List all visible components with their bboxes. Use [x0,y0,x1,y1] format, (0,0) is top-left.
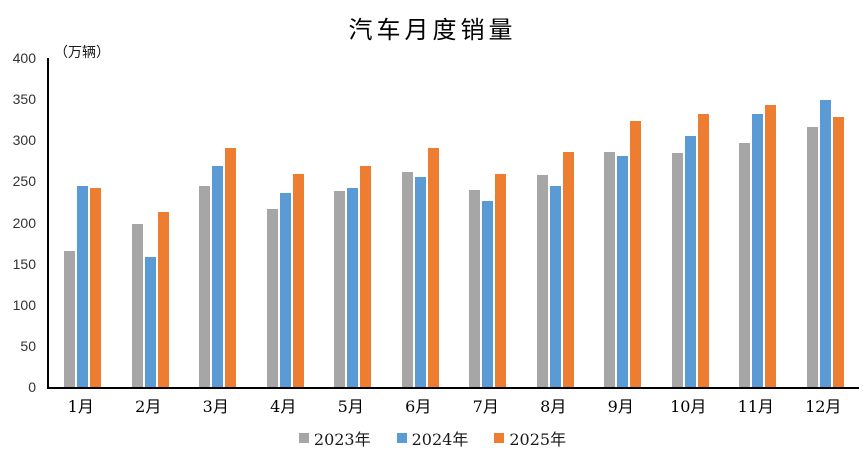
bar-groups [49,58,859,387]
bar [414,177,426,387]
bar-group-1月 [49,58,117,387]
x-tick-label: 6月 [405,397,432,416]
bar [347,187,359,387]
legend-swatch-icon [298,433,309,443]
y-tick-label: 100 [12,296,36,313]
bar [482,201,494,387]
bar-group-9月 [589,58,657,387]
x-tick-label: 5月 [337,397,364,416]
bar-group-3月 [184,58,252,387]
bar [157,211,169,387]
x-tick-label: 4月 [270,397,297,416]
bar [401,171,413,387]
x-tick-label: 7月 [472,397,499,416]
bar [495,173,507,387]
bar [225,147,237,387]
x-axis-tick-labels: 1月 2月 3月 4月 5月 6月 7月 8月 9月 10月 11月 12月 [47,393,857,417]
legend-label: 2025年 [509,430,567,449]
legend-label: 2023年 [313,430,371,449]
bar-group-10月 [657,58,725,387]
legend-label: 2024年 [411,430,469,449]
y-tick-label: 400 [12,50,36,66]
bar-group-7月 [454,58,522,387]
x-tick-label: 8月 [540,397,567,416]
bar [199,185,211,387]
x-tick-label: 11月 [737,397,774,416]
bar [549,185,561,387]
bar [131,224,143,387]
bar [334,191,346,387]
bar [819,99,831,387]
bar [630,121,642,387]
bar [279,192,291,387]
bar [292,173,304,387]
x-tick-label: 12月 [805,397,842,416]
y-tick-label: 50 [20,337,36,354]
bar [469,190,481,387]
legend-item: 2023年 [298,426,371,450]
x-tick-label: 10月 [670,397,707,416]
bar-group-4月 [252,58,320,387]
bar-group-12月 [792,58,860,387]
y-tick-label: 200 [12,214,36,231]
bar [752,113,764,387]
bar [684,136,696,387]
bar-group-5月 [319,58,387,387]
bar [212,165,224,387]
x-tick-label: 3月 [202,397,229,416]
bar [64,251,76,387]
bar-group-8月 [522,58,590,387]
legend-swatch-icon [396,433,407,443]
legend-item: 2025年 [494,426,566,450]
x-tick-label: 1月 [67,397,94,416]
legend: 2023年 2024年 2025年 [0,426,865,450]
y-axis-unit-label: （万辆） [54,45,110,61]
bar [604,151,616,387]
x-tick-label: 2月 [135,397,162,416]
x-tick-label: 9月 [607,397,634,416]
bar [832,117,844,387]
bar [77,186,89,387]
bar [144,257,156,387]
y-tick-label: 350 [12,91,36,108]
bar [617,155,629,387]
bar [562,151,574,387]
bar [90,187,102,387]
legend-swatch-icon [494,433,505,443]
bar-group-6月 [387,58,455,387]
bar [806,127,818,387]
y-axis-tick-labels: 0 50 100 150 200 250 300 350 400 [0,51,42,394]
bar-group-11月 [724,58,792,387]
plot-area [47,58,859,389]
bar [536,174,548,387]
bar [697,113,709,387]
y-tick-label: 300 [12,132,36,149]
bar [360,165,372,387]
chart-title: 汽车月度销量 [348,16,517,44]
y-tick-label: 250 [12,173,36,190]
bar-group-2月 [117,58,185,387]
y-tick-label: 150 [12,255,36,272]
bar [266,209,278,387]
bar [427,148,439,387]
bar [671,152,683,387]
bar [739,142,751,387]
bar [765,104,777,387]
y-tick-label: 0 [28,379,36,395]
legend-item: 2024年 [396,426,469,450]
